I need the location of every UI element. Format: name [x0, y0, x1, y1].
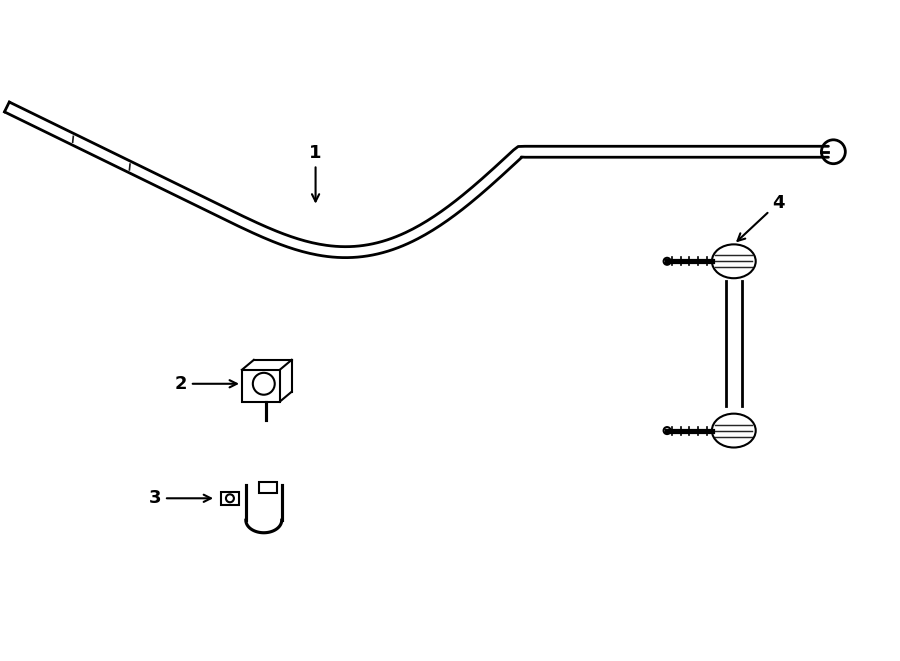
Text: 3: 3 [148, 489, 211, 507]
Text: 1: 1 [310, 143, 322, 202]
Text: 4: 4 [737, 194, 785, 241]
Text: 2: 2 [175, 375, 237, 393]
